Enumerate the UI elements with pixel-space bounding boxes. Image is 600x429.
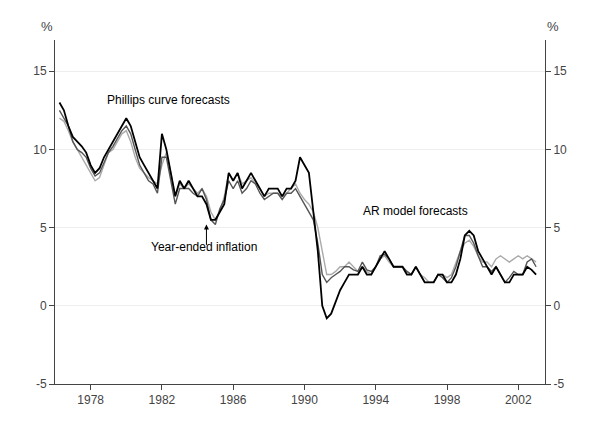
svg-text:10: 10 — [33, 143, 47, 157]
svg-text:1990: 1990 — [291, 393, 318, 407]
svg-text:5: 5 — [553, 221, 560, 235]
svg-text:1998: 1998 — [434, 393, 461, 407]
svg-text:10: 10 — [553, 143, 567, 157]
svg-text:AR model forecasts: AR model forecasts — [363, 204, 468, 218]
svg-text:%: % — [41, 19, 53, 34]
svg-text:5: 5 — [40, 221, 47, 235]
svg-text:1994: 1994 — [362, 393, 389, 407]
svg-text:-5: -5 — [553, 377, 564, 391]
svg-text:0: 0 — [553, 299, 560, 313]
svg-text:-5: -5 — [36, 377, 47, 391]
svg-text:1982: 1982 — [149, 393, 176, 407]
svg-text:15: 15 — [553, 64, 567, 78]
svg-text:Phillips curve forecasts: Phillips curve forecasts — [107, 93, 230, 107]
svg-text:1978: 1978 — [77, 393, 104, 407]
svg-text:0: 0 — [40, 299, 47, 313]
svg-text:%: % — [547, 19, 559, 34]
svg-text:Year-ended inflation: Year-ended inflation — [151, 240, 257, 254]
svg-text:1986: 1986 — [220, 393, 247, 407]
svg-text:2002: 2002 — [505, 393, 532, 407]
svg-text:15: 15 — [33, 64, 47, 78]
